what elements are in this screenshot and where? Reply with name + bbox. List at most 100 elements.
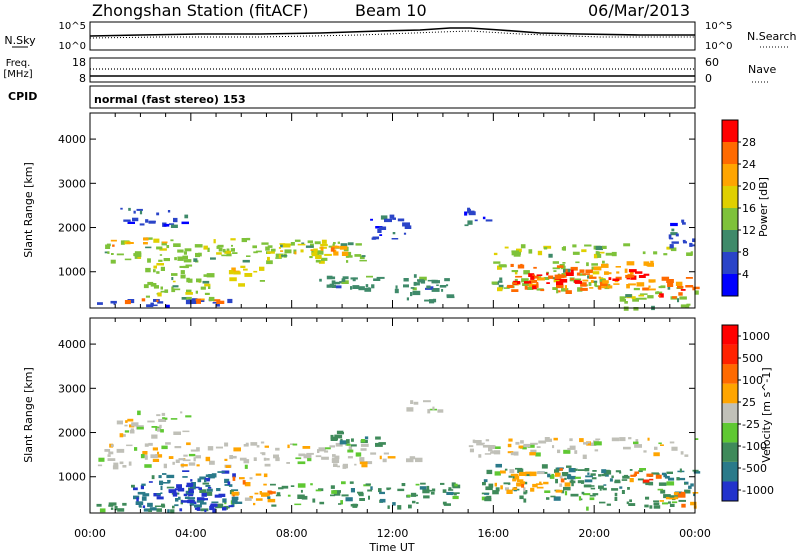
power-echo-cell	[160, 286, 163, 290]
velocity-y-axis-label: Slant Range [km]	[22, 367, 35, 463]
velocity-echo-cell	[379, 491, 385, 495]
power-echo-cell	[124, 258, 132, 261]
power-echo-cell	[410, 287, 415, 289]
velocity-echo-cell	[196, 464, 200, 467]
velocity-echo-cell	[185, 415, 192, 418]
velocity-echo-cell	[603, 484, 607, 486]
velocity-echo-cell	[156, 427, 161, 432]
velocity-echo-cell	[359, 498, 365, 501]
velocity-echo-cell	[196, 500, 204, 503]
velocity-echo-cell	[195, 486, 200, 489]
power-echo-cell	[294, 251, 297, 255]
velocity-echo-cell	[158, 418, 167, 422]
power-echo-cell	[305, 245, 314, 248]
velocity-echo-cell	[564, 482, 571, 487]
velocity-echo-cell	[250, 442, 258, 446]
velocity-echo-cell	[312, 498, 316, 503]
noise-left-tick-bottom: 10^0	[59, 41, 86, 52]
power-echo-cell	[280, 250, 284, 252]
velocity-echo-cell	[510, 452, 514, 456]
velocity-echo-cell	[536, 471, 545, 475]
power-echo-cell	[107, 251, 110, 254]
power-echo-cell	[685, 277, 693, 279]
velocity-echo-cell	[345, 444, 348, 446]
velocity-echo-cell	[539, 481, 542, 485]
power-echo-cell	[403, 284, 409, 288]
power-echo-cell	[253, 251, 258, 254]
velocity-echo-cell	[592, 493, 599, 496]
velocity-echo-cell	[523, 490, 528, 494]
velocity-colorbar-segment	[722, 364, 738, 384]
power-echo-cell	[347, 242, 354, 246]
velocity-echo-cell	[331, 436, 338, 441]
velocity-echo-cell	[485, 439, 490, 442]
power-echo-cell	[682, 239, 686, 243]
power-echo-cell	[218, 247, 223, 252]
power-echo-cell	[563, 246, 566, 251]
velocity-echo-cell	[492, 490, 499, 495]
velocity-echo-cell	[663, 474, 667, 478]
velocity-echo-cell	[295, 457, 302, 460]
power-echo-cell	[658, 295, 661, 297]
velocity-echo-cell	[472, 439, 476, 443]
velocity-echo-cell	[593, 441, 602, 446]
velocity-echo-cell	[206, 491, 213, 496]
velocity-echo-cell	[520, 440, 524, 444]
velocity-echo-cell	[122, 465, 127, 468]
velocity-echo-cell	[546, 497, 550, 500]
velocity-echo-cell	[614, 497, 618, 501]
velocity-echo-cell	[319, 501, 325, 505]
power-echo-cell	[623, 306, 629, 311]
power-echo-cell	[413, 281, 417, 286]
velocity-echo-cell	[663, 494, 671, 499]
power-echo-cell	[532, 285, 537, 290]
velocity-echo-cell	[300, 489, 303, 493]
velocity-echo-cell	[507, 451, 514, 454]
velocity-echo-cell	[426, 485, 430, 491]
power-echo-cell	[143, 242, 148, 245]
power-echo-cell	[675, 281, 683, 286]
power-echo-cell	[642, 287, 650, 291]
velocity-echo-cell	[611, 488, 619, 491]
power-echo-cell	[180, 274, 186, 279]
cpid-label: CPID	[8, 90, 37, 103]
velocity-echo-cell	[243, 444, 249, 447]
power-echo-cell	[169, 223, 175, 225]
velocity-echo-cell	[358, 492, 364, 497]
velocity-echo-cell	[515, 441, 520, 445]
velocity-echo-cell	[452, 495, 459, 500]
velocity-echo-cell	[189, 488, 194, 493]
power-echo-cell	[543, 277, 550, 280]
power-echo-cell	[231, 267, 236, 272]
noise-panel: N.Sky N.Search 10^5 10^0 10^5 10^0	[4, 21, 796, 52]
velocity-y-tick-label: 3000	[58, 382, 86, 395]
power-echo-cell	[598, 285, 602, 290]
velocity-echo-cell	[365, 461, 373, 465]
power-echo-cell	[261, 242, 269, 245]
power-echo-cell	[196, 278, 202, 283]
velocity-echo-cell	[560, 478, 565, 483]
power-echo-cell	[511, 289, 519, 292]
power-echo-cell	[446, 294, 455, 297]
velocity-echo-cell	[297, 494, 305, 499]
velocity-echo-region	[370, 452, 423, 463]
velocity-echo-cell	[653, 452, 660, 457]
velocity-echo-cell	[559, 483, 563, 487]
velocity-echo-cell	[124, 424, 128, 427]
velocity-echo-cell	[269, 491, 273, 495]
power-echo-cell	[314, 241, 321, 245]
power-echo-cell	[468, 211, 476, 216]
power-echo-cell	[375, 226, 383, 229]
power-echo-cell	[424, 299, 431, 302]
power-echo-cell	[685, 305, 690, 308]
velocity-echo-cell	[584, 468, 590, 472]
power-echo-cell	[347, 251, 352, 256]
cpid-panel-frame	[89, 85, 696, 109]
velocity-echo-cell	[601, 474, 606, 477]
velocity-echo-cell	[494, 482, 497, 487]
power-echo-cell	[612, 278, 620, 281]
power-echo-cell	[153, 304, 158, 307]
velocity-echo-cell	[581, 491, 585, 495]
velocity-echo-cell	[567, 474, 572, 479]
power-echo-cell	[166, 245, 170, 249]
